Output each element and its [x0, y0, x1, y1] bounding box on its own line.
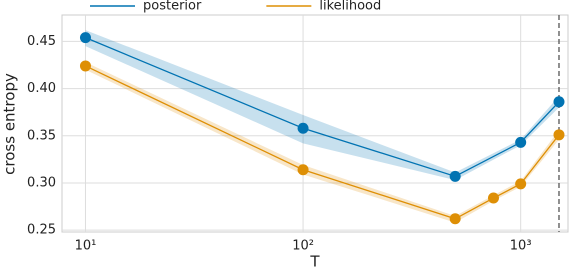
y-axis-label: cross entropy — [1, 73, 19, 175]
y-tick-label: 0.45 — [27, 34, 56, 49]
data-point — [297, 122, 309, 134]
legend-label: likelihood — [319, 0, 381, 14]
y-tick-label: 0.40 — [27, 81, 56, 96]
x-axis-label: T — [309, 253, 320, 270]
legend-label: posterior — [143, 0, 202, 14]
y-tick-label: 0.35 — [27, 128, 56, 143]
x-tick-label: 10² — [292, 239, 314, 254]
plot-area — [61, 14, 569, 233]
series-line — [85, 65, 560, 220]
data-point — [553, 96, 565, 108]
data-point — [487, 192, 499, 204]
x-tick-label: 10³ — [510, 239, 532, 254]
y-tick-label: 0.30 — [27, 175, 56, 190]
data-point — [297, 164, 309, 176]
data-point — [449, 213, 461, 225]
data-point — [79, 32, 91, 44]
x-tick-label: 10¹ — [75, 239, 97, 254]
data-point — [515, 136, 527, 148]
y-tick-label: 0.25 — [27, 223, 56, 238]
data-point — [449, 170, 461, 182]
data-point — [79, 60, 91, 72]
confidence-band — [85, 30, 559, 181]
data-point — [553, 129, 565, 141]
data-point — [515, 178, 527, 190]
